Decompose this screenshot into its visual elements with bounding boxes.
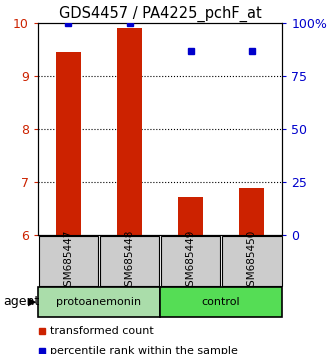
Text: percentile rank within the sample: percentile rank within the sample (50, 347, 238, 354)
Bar (222, 236, 281, 286)
Text: GSM685449: GSM685449 (185, 229, 196, 293)
Bar (161, 236, 220, 286)
Text: GSM685448: GSM685448 (124, 229, 135, 293)
Text: GSM685447: GSM685447 (63, 229, 74, 293)
Bar (178, 197, 203, 235)
Bar (117, 28, 142, 235)
Title: GDS4457 / PA4225_pchF_at: GDS4457 / PA4225_pchF_at (59, 5, 261, 22)
Text: control: control (202, 297, 241, 307)
Text: agent: agent (3, 295, 40, 308)
Text: protoanemonin: protoanemonin (56, 297, 142, 307)
Bar (160, 287, 282, 317)
Text: GSM685450: GSM685450 (247, 229, 257, 293)
Bar (39, 236, 98, 286)
Bar (56, 52, 81, 235)
Text: transformed count: transformed count (50, 326, 154, 336)
Bar (100, 236, 159, 286)
Bar (38, 287, 160, 317)
Text: ▶: ▶ (28, 297, 37, 307)
Bar (239, 188, 264, 235)
